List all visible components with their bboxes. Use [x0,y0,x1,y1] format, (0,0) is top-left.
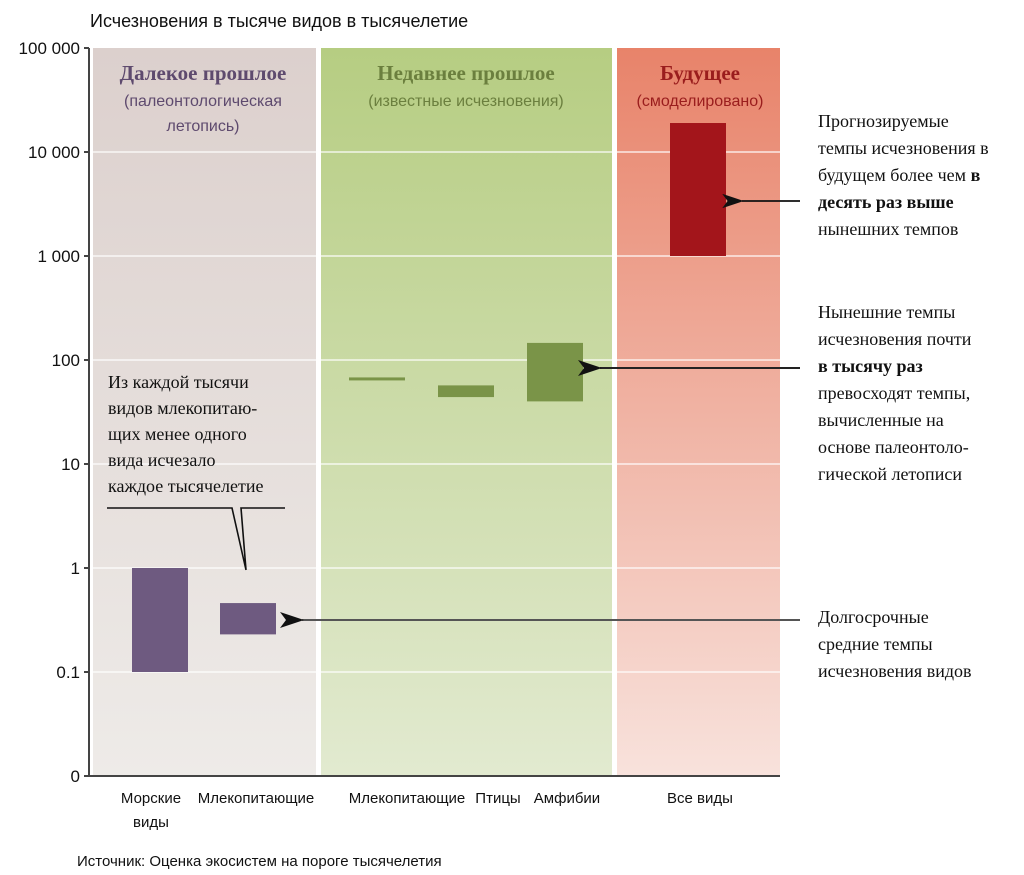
annotation-line: гической летописи [818,464,962,484]
range-bar [670,123,726,256]
annotation-line: десять раз выше [818,192,954,212]
callout-bracket [107,507,285,571]
annotation-line: щих менее одного [108,424,247,444]
annotation-line: средние темпы [818,634,933,654]
range-bar [220,603,276,635]
category-label: Все виды [667,790,733,807]
panel-title: Будущее [660,61,740,85]
range-bar [527,342,583,402]
annotation-future: Прогнозируемые темпы исчезновения в будуще… [818,111,989,239]
annotation-mammals: Из каждой тысячи видов млекопитаю-щих мен… [108,372,264,496]
panel-subtitle: (смоделировано) [637,93,764,110]
panel-title: Далекое прошлое [120,61,287,85]
range-bar [132,568,188,672]
annotation-line: Прогнозируемые [818,111,949,131]
category-label: Амфибии [534,790,600,807]
annotation-line: исчезновения видов [818,661,971,681]
annotation-line: нынешних темпов [818,219,958,239]
range-bar [349,377,405,381]
chart-title: Исчезновения в тысяче видов в тысячелети… [90,11,468,31]
panel-subtitle: (палеонтологическая [124,93,282,110]
panel-title: Недавнее прошлое [377,61,554,85]
category-label: Морские [121,790,181,807]
annotation-line: будущем более чем в [818,165,981,185]
panel-heading-far-past: Далекое прошлое (палеонтологическая лето… [120,61,287,135]
annotation-line: каждое тысячелетие [108,476,264,496]
annotation-line: основе палеонтоло- [818,437,969,457]
panel-heading-recent-past: Недавнее прошлое (известные исчезновения… [368,61,564,110]
panel-subtitle: (известные исчезновения) [368,93,564,110]
y-tick-label: 100 [52,351,80,370]
y-tick-label: 1 000 [37,247,80,266]
y-tick-label: 0 [71,767,80,786]
panel-heading-future: Будущее (смоделировано) [637,61,764,110]
annotation-line: Долгосрочные [818,607,929,627]
range-bar [438,385,494,398]
panel-far-past [93,48,316,776]
category-label: Млекопитающие [349,790,466,807]
y-tick-label: 10 [61,455,80,474]
annotation-line: темпы исчезновения в [818,138,989,158]
category-label: виды [133,814,169,831]
annotation-line: Нынешние темпы [818,302,955,322]
source-note: Источник: Оценка экосистем на пороге тыс… [77,853,442,870]
annotation-line: исчезновения почти [818,329,972,349]
panel-recent-past [321,48,612,776]
y-tick-label: 1 [71,559,80,578]
y-tick-label: 10 000 [28,143,80,162]
annotation-line: вида исчезало [108,450,216,470]
y-tick-label: 0.1 [56,663,80,682]
annotation-line: Из каждой тысячи [108,372,249,392]
annotation-line: вычисленные на [818,410,944,430]
panel-subtitle: летопись) [166,118,239,135]
annotation-line: превосходят темпы, [818,383,970,403]
category-label: Млекопитающие [198,790,315,807]
annotation-line: в тысячу раз [818,356,923,376]
annotation-current: Нынешние темпы исчезновения почти в тысячу… [818,302,972,484]
category-label: Птицы [475,790,520,807]
annotation-longterm: Долгосрочные средние темпы исчезновения ви… [818,607,971,681]
annotation-line: видов млекопитаю- [108,398,257,418]
y-tick-label: 100 000 [19,39,80,58]
